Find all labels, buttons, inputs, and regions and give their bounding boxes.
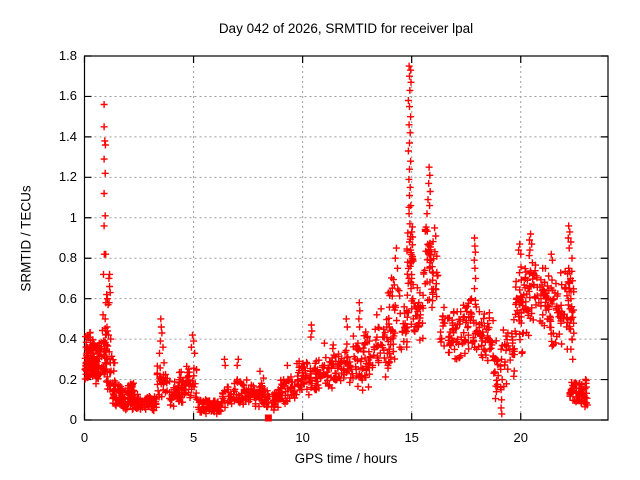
x-tick-label-5: 5: [189, 430, 198, 445]
y-tick-label-1: 1: [69, 209, 77, 225]
x-axis-title: GPS time / hours: [294, 451, 398, 466]
x-tick-label-10: 10: [295, 430, 310, 445]
y-tick-label-1.8: 1.8: [58, 48, 77, 63]
x-tick-label-20: 20: [513, 430, 528, 445]
square-point-flag-point: [264, 414, 272, 422]
axis-tick-marks: [83, 55, 608, 421]
scatter-points-SRMTID: [81, 62, 591, 418]
y-tick-label-0.8: 0.8: [58, 250, 77, 266]
y-tick-label-0: 0: [69, 412, 77, 427]
y-tick-label-0.2: 0.2: [58, 371, 77, 387]
y-tick-label-1.2: 1.2: [58, 169, 77, 185]
chart-title: Day 042 of 2026, SRMTID for receiver lpa…: [218, 21, 474, 36]
y-tick-label-0.6: 0.6: [58, 290, 77, 306]
y-tick-label-1.4: 1.4: [58, 128, 77, 144]
plot-border: [83, 55, 609, 421]
x-tick-label-0: 0: [80, 430, 89, 445]
y-tick-label-0.4: 0.4: [58, 331, 77, 347]
x-tick-label-15: 15: [404, 430, 419, 445]
y-tick-label-1.6: 1.6: [58, 88, 77, 104]
